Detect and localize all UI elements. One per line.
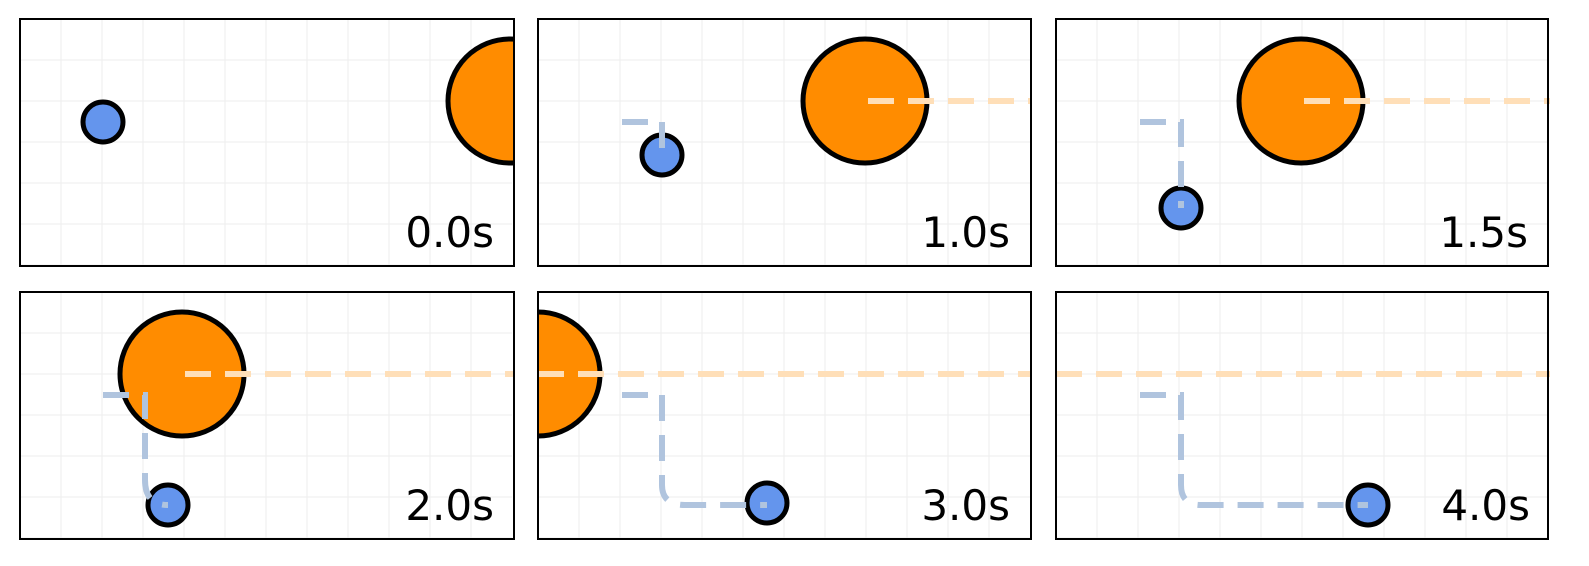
panel: 1.0s xyxy=(537,18,1032,267)
panel-frame xyxy=(537,18,1032,267)
panel: 4.0s xyxy=(1055,291,1550,540)
panel-frame xyxy=(1055,18,1549,267)
panel: 2.0s xyxy=(19,291,515,540)
orange-obstacle xyxy=(445,36,514,166)
blue-agent xyxy=(80,99,126,145)
panel: 3.0s xyxy=(537,291,1032,540)
blue-trail xyxy=(622,392,767,508)
time-label: 4.0s xyxy=(1441,481,1530,530)
panel-frame xyxy=(19,291,515,540)
time-label: 3.0s xyxy=(921,481,1010,530)
time-label: 0.0s xyxy=(405,208,494,257)
time-label: 1.5s xyxy=(1439,208,1528,257)
panel: 1.5s xyxy=(1055,18,1550,267)
panel-frame xyxy=(1055,291,1549,540)
blue-trail xyxy=(103,392,169,508)
panel-frame xyxy=(19,18,515,267)
blue-trail xyxy=(1140,392,1368,508)
time-label: 1.0s xyxy=(921,208,1010,257)
time-label: 2.0s xyxy=(405,481,494,530)
panel: 0.0s xyxy=(19,18,515,267)
panel-frame xyxy=(537,291,1032,540)
blue-trail xyxy=(1140,119,1184,208)
blue-trail xyxy=(622,119,665,155)
